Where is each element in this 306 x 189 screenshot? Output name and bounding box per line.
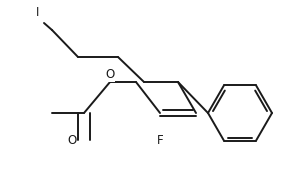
Text: O: O [67,133,76,146]
Text: O: O [105,68,115,81]
Text: F: F [157,134,163,147]
Text: I: I [36,6,40,19]
